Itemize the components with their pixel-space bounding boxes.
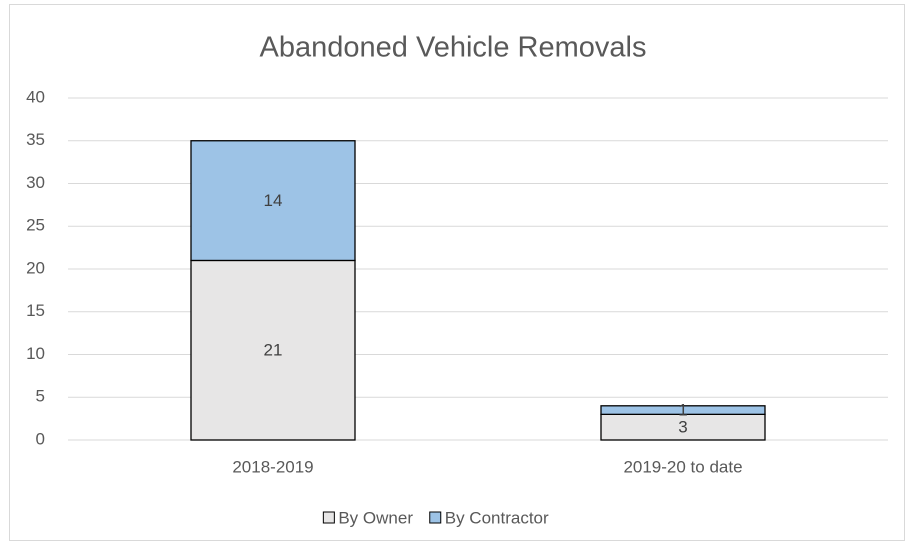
chart-title: Abandoned Vehicle Removals [260, 32, 647, 64]
bar-segment [190, 140, 356, 262]
y-tick-label: 40 [26, 87, 45, 106]
y-tick-label: 20 [26, 258, 45, 277]
chart-border [9, 4, 905, 541]
y-tick-label: 15 [26, 301, 45, 320]
x-tick-label: 2018-2019 [232, 457, 313, 476]
y-tick-label: 30 [26, 173, 45, 192]
bar-segment [600, 405, 766, 415]
legend-label: By Owner [338, 508, 413, 527]
data-label: 1 [678, 401, 687, 420]
data-label: 14 [264, 191, 283, 210]
y-tick-label: 0 [36, 429, 45, 448]
y-tick-label: 10 [26, 344, 45, 363]
y-tick-label: 25 [26, 216, 45, 235]
y-tick-label: 5 [36, 387, 45, 406]
x-tick-label: 2019-20 to date [623, 457, 742, 476]
y-tick-label: 35 [26, 130, 45, 149]
legend-swatch [322, 511, 335, 524]
legend-swatch [429, 511, 442, 524]
bar-segment [190, 259, 356, 441]
data-label: 3 [678, 418, 687, 437]
legend-label: By Contractor [445, 508, 549, 527]
data-label: 21 [264, 341, 283, 360]
